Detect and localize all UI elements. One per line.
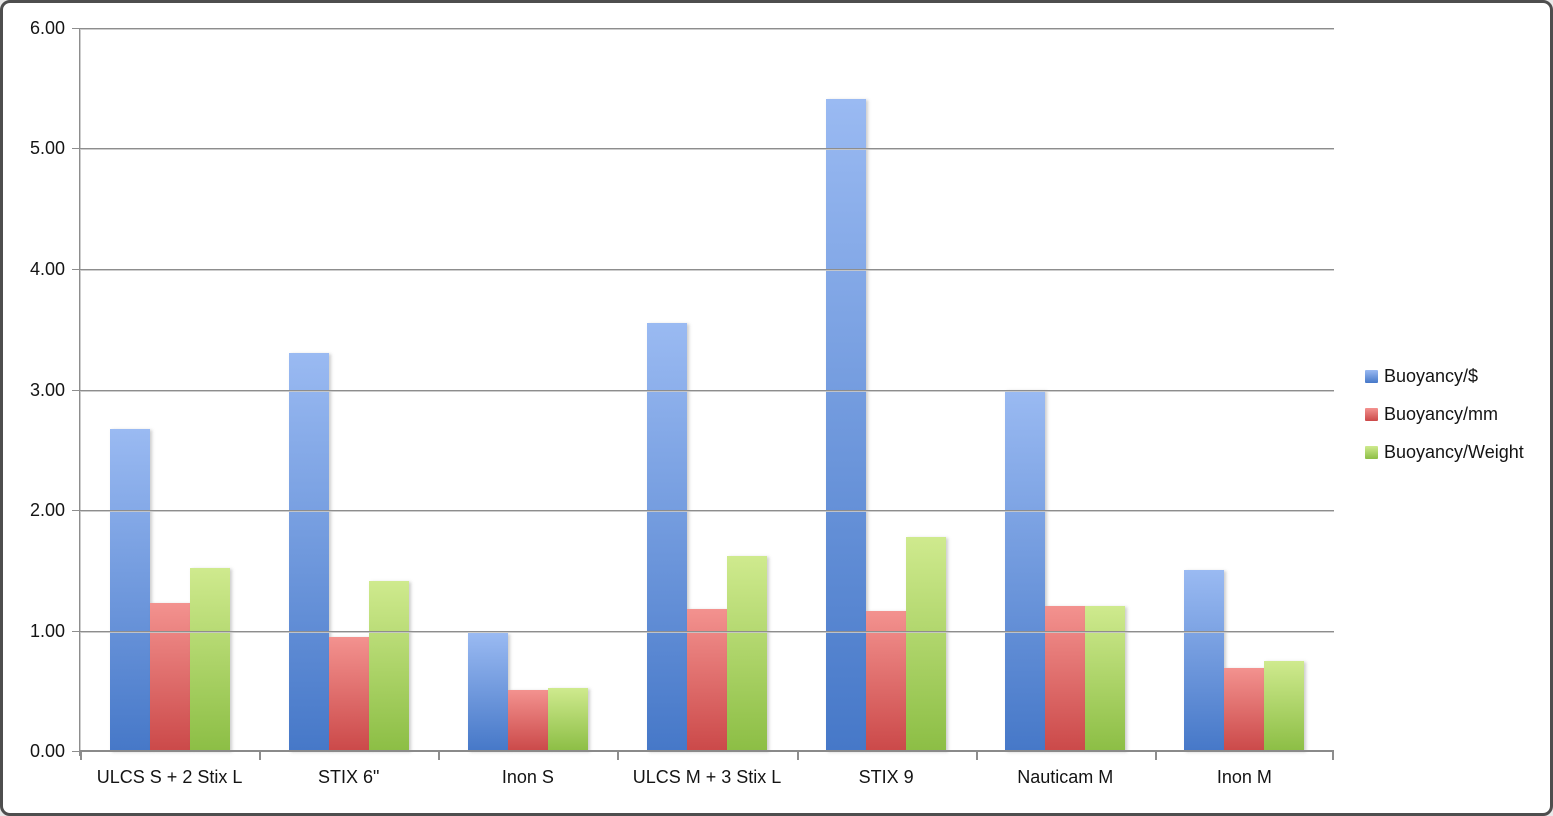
x-axis-tick (797, 751, 799, 760)
y-axis-tick-label: 4.00 (29, 259, 65, 279)
category-label: STIX 9 (858, 767, 914, 787)
bar-group (1155, 28, 1334, 751)
plot-area (72, 28, 1334, 760)
bar (1224, 667, 1265, 751)
legend-label: Buoyancy/Weight (1384, 441, 1524, 462)
gridline (80, 510, 1334, 511)
x-axis-tick (1155, 751, 1157, 760)
bar-group (976, 28, 1155, 751)
bar (507, 689, 548, 751)
bar (866, 611, 907, 751)
y-axis-line (79, 28, 80, 756)
category-label: ULCS S + 2 Stix L (96, 767, 243, 787)
y-axis-tick-label: 5.00 (29, 138, 65, 158)
category-label: Inon S (501, 767, 554, 787)
bar (368, 581, 409, 751)
gridline (80, 390, 1334, 391)
bar (906, 536, 947, 751)
bar (1264, 660, 1305, 751)
gridline (80, 148, 1334, 149)
legend-swatch-icon (1365, 445, 1378, 459)
gridline (80, 631, 1334, 632)
y-axis-tick (72, 28, 79, 29)
category-label: STIX 6" (318, 767, 380, 787)
bar (149, 602, 190, 751)
y-axis-tick (72, 269, 79, 270)
bar-group (259, 28, 438, 751)
bar (288, 353, 329, 751)
x-axis-tick (438, 751, 440, 760)
x-axis-tick (976, 751, 978, 760)
bar-group (797, 28, 976, 751)
bar (646, 323, 687, 751)
gridline (80, 269, 1334, 270)
bar (109, 429, 150, 751)
y-axis-tick (72, 390, 79, 391)
y-axis-tick-label: 3.00 (29, 380, 65, 400)
legend-swatch-icon (1365, 369, 1378, 383)
bar (1045, 606, 1086, 751)
bar-group (80, 28, 259, 751)
bar (1184, 570, 1225, 751)
category-label: ULCS M + 3 Stix L (632, 767, 782, 787)
legend-item: Buoyancy/mm (1365, 402, 1524, 426)
legend-item: Buoyancy/Weight (1365, 440, 1524, 464)
x-axis-tick (617, 751, 619, 760)
y-axis-labels: 0.00 1.00 2.00 3.00 4.00 5.00 6.00 (3, 3, 65, 813)
legend-swatch-icon (1365, 407, 1378, 421)
category-label: Inon M (1216, 767, 1272, 787)
legend-label: Buoyancy/$ (1384, 365, 1479, 386)
bar-groups (80, 28, 1334, 751)
x-axis-category-labels: ULCS S + 2 Stix L STIX 6" Inon S ULCS M + 3… (80, 767, 1334, 788)
gridline (80, 28, 1334, 29)
bar (826, 99, 867, 751)
y-axis-tick (72, 751, 79, 752)
bar-group (617, 28, 796, 751)
y-axis-tick (72, 631, 79, 632)
category-label: Nauticam M (1017, 767, 1114, 787)
legend-label: Buoyancy/mm (1384, 403, 1499, 424)
bar (1005, 389, 1046, 751)
bar (547, 688, 588, 751)
bar (726, 555, 767, 751)
x-axis-tick (259, 751, 261, 760)
bar (328, 636, 369, 751)
bar (1085, 606, 1126, 751)
x-axis-tick (80, 751, 82, 760)
bar (189, 567, 230, 751)
y-axis-tick (72, 510, 79, 511)
bar-group (438, 28, 617, 751)
y-axis-tick-label: 1.00 (29, 621, 65, 641)
y-axis-tick-label: 2.00 (29, 500, 65, 520)
x-axis-tick (1332, 751, 1334, 760)
y-axis-tick-label: 6.00 (29, 18, 65, 38)
y-axis-tick (72, 148, 79, 149)
legend-item: Buoyancy/$ (1365, 364, 1524, 388)
x-axis-baseline (80, 750, 1334, 752)
bar (686, 608, 727, 751)
y-axis-tick-label: 0.00 (29, 741, 65, 761)
legend: Buoyancy/$ Buoyancy/mm Buoyancy/Weight (1365, 364, 1524, 478)
bar (467, 632, 508, 751)
